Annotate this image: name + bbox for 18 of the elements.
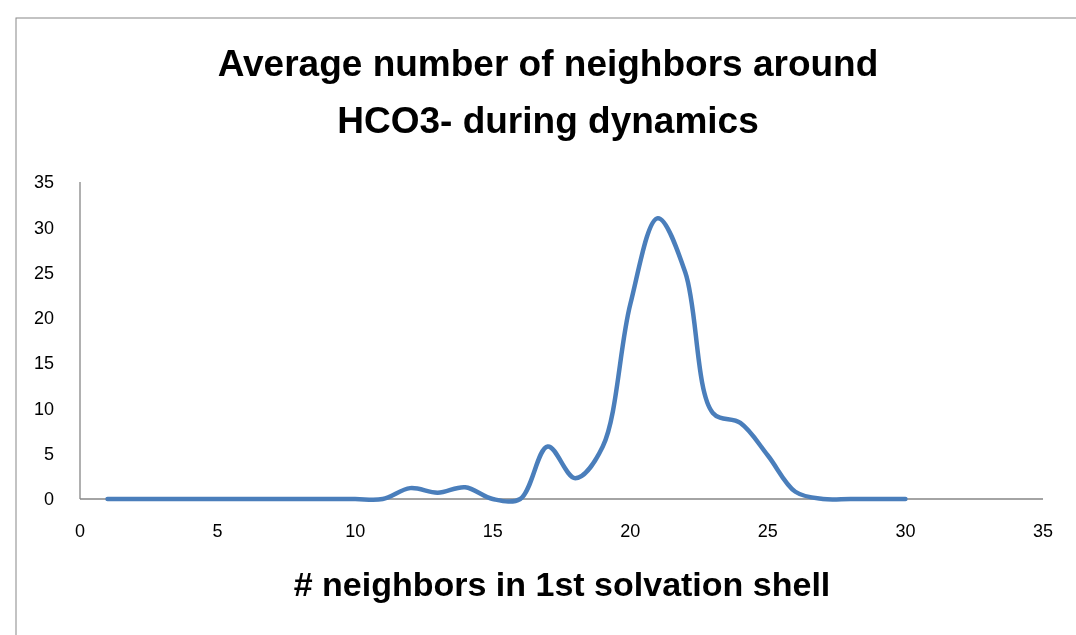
y-tick-label: 35: [33, 172, 54, 193]
x-tick-label: 10: [345, 521, 366, 541]
y-tick-label: 5: [43, 444, 54, 465]
y-tick-label: 30: [33, 217, 54, 238]
y-tick-label: 0: [43, 489, 54, 510]
x-tick-label: 30: [895, 521, 916, 541]
x-axis-title: # neighbors in 1st solvation shell: [293, 565, 831, 603]
x-tick-label: 15: [482, 521, 503, 541]
y-tick-label: 10: [33, 398, 54, 419]
x-tick-label: 35: [1032, 521, 1054, 541]
x-tick-label: 0: [74, 521, 86, 541]
y-tick-label: 15: [33, 353, 54, 374]
y-tick-label: 25: [33, 262, 54, 283]
x-tick-label: 25: [757, 521, 778, 541]
y-tick-label: 20: [33, 308, 54, 329]
x-tick-label: 5: [212, 521, 223, 541]
x-tick-label: 20: [620, 521, 641, 541]
chart-title: Average number of neighbors around HCO3- during dynamics: [217, 43, 879, 141]
